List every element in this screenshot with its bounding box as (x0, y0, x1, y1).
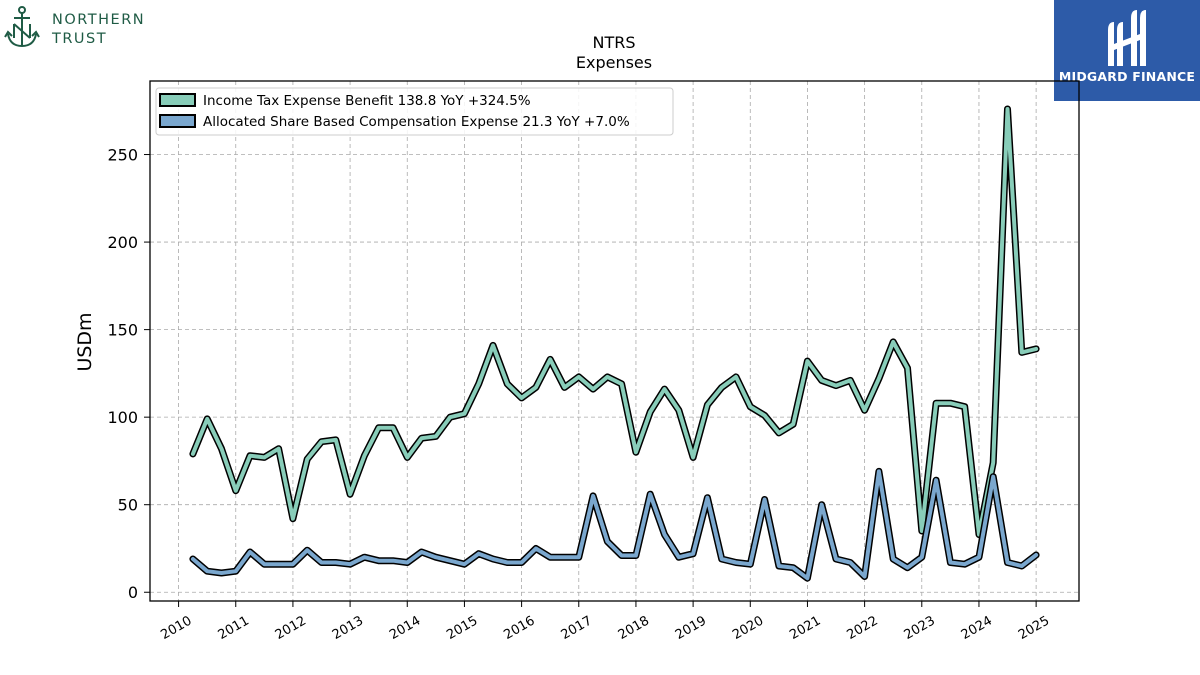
x-tick-label: 2025 (1016, 613, 1052, 643)
legend-box (155, 87, 674, 136)
series-layer (189, 105, 1040, 582)
chart-subtitle: Expenses (576, 53, 652, 72)
x-tick-label: 2014 (387, 613, 423, 643)
y-tick-label: 200 (107, 233, 138, 252)
y-tick-label: 50 (118, 496, 138, 515)
y-tick-label: 0 (128, 583, 138, 602)
series-line-1 (190, 469, 1039, 581)
midgard-finance-logo: MIDGARD FINANCE (1054, 0, 1200, 101)
x-tick-label: 2018 (616, 613, 652, 643)
legend-swatch-0 (159, 93, 196, 107)
midgard-mark-icon (1108, 10, 1146, 66)
x-tick-label: 2020 (730, 613, 766, 643)
y-tick-label: 150 (107, 321, 138, 340)
logo-line-1: NORTHERN (52, 12, 146, 28)
logo-line-2: TRUST (52, 31, 108, 47)
series-outline-0 (189, 105, 1040, 538)
x-tick-label: 2022 (844, 613, 880, 643)
x-tick-label: 2019 (673, 613, 709, 643)
x-tick-label: 2011 (216, 613, 252, 643)
x-tick-label: 2017 (559, 613, 595, 643)
x-tick-label: 2012 (273, 613, 309, 643)
logo-wordmark: MIDGARD FINANCE (1058, 69, 1196, 84)
legend-swatch-1 (159, 114, 196, 128)
x-tick-label: 2023 (902, 613, 938, 643)
legend-label-0: Income Tax Expense Benefit 138.8 YoY +32… (203, 93, 531, 109)
legend: Income Tax Expense Benefit 138.8 YoY +32… (155, 87, 674, 136)
plot-frame (149, 80, 1080, 602)
y-axis: 0 50 100 150 200 250 (107, 146, 150, 602)
x-tick-label: 2024 (959, 613, 995, 643)
y-tick-label: 250 (107, 146, 138, 165)
x-tick-label: 2013 (330, 613, 366, 643)
northern-trust-logo: NORTHERN TRUST (4, 4, 164, 52)
series-line-0 (190, 107, 1039, 537)
x-tick-label: 2015 (444, 613, 480, 643)
y-tick-label: 100 (107, 408, 138, 427)
chart-title: NTRS (592, 33, 635, 52)
x-tick-label: 2010 (158, 613, 194, 643)
x-tick-label: 2021 (787, 613, 823, 643)
x-axis: 2010 2011 2012 2013 2014 2015 2016 2017 2018 2019… (158, 601, 1052, 643)
x-tick-label: 2016 (501, 613, 537, 643)
anchor-icon (4, 6, 40, 48)
legend-label-1: Allocated Share Based Compensation Expen… (203, 114, 630, 130)
grid-lines (150, 81, 1079, 601)
y-axis-label: USDm (74, 312, 96, 371)
